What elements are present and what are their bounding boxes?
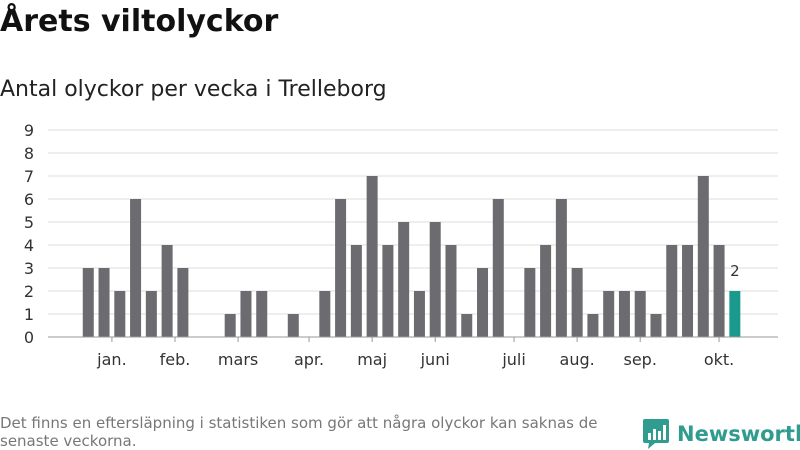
bar — [287, 314, 299, 337]
bar — [319, 291, 331, 337]
x-tick-label: aug. — [560, 350, 595, 369]
bar — [634, 291, 646, 337]
bar — [366, 176, 378, 337]
y-tick-label: 0 — [24, 328, 34, 347]
bar — [114, 291, 126, 337]
newsworthy-logo-icon — [643, 419, 669, 449]
bar — [398, 222, 410, 337]
footnote: Det finns en eftersläpning i statistiken… — [0, 414, 598, 450]
bar — [429, 222, 441, 337]
bar — [682, 245, 694, 337]
x-tick-label: mars — [218, 350, 258, 369]
bar — [224, 314, 236, 337]
y-tick-label: 6 — [24, 190, 34, 209]
x-tick-label: juni — [420, 350, 450, 369]
bar — [603, 291, 615, 337]
bar — [555, 199, 567, 337]
bar — [256, 291, 268, 337]
y-tick-label: 3 — [24, 259, 34, 278]
bar — [492, 199, 504, 337]
bar — [650, 314, 662, 337]
bar — [697, 176, 709, 337]
bar — [161, 245, 173, 337]
x-tick-label: juli — [501, 350, 525, 369]
y-tick-label: 5 — [24, 213, 34, 232]
data-label: 2 — [730, 262, 740, 280]
bar — [177, 268, 189, 337]
x-tick-label: feb. — [160, 350, 191, 369]
y-tick-label: 8 — [24, 144, 34, 163]
bar — [130, 199, 142, 337]
bar — [540, 245, 552, 337]
chart-title: Årets viltolyckor — [0, 4, 279, 39]
bar — [413, 291, 425, 337]
bar-chart: 0 1 2 3 4 5 6 7 8 9 2 jan. feb. mars apr. maj juni juli au… — [24, 121, 778, 369]
bar — [618, 291, 630, 337]
bar — [145, 291, 157, 337]
bar — [587, 314, 599, 337]
y-tick-label: 7 — [24, 167, 34, 186]
bar — [445, 245, 457, 337]
y-tick-label: 1 — [24, 305, 34, 324]
bar — [82, 268, 94, 337]
x-tick-label: sep. — [624, 350, 657, 369]
y-tick-label: 2 — [24, 282, 34, 301]
bar — [571, 268, 583, 337]
brand[interactable]: Newsworthy — [643, 419, 800, 449]
brand-name: Newsworthy — [677, 422, 800, 446]
bar — [713, 245, 725, 337]
x-tick-label: jan. — [96, 350, 126, 369]
chart-subtitle: Antal olyckor per vecka i Trelleborg — [0, 77, 387, 102]
bar — [461, 314, 473, 337]
bar — [350, 245, 362, 337]
bar — [240, 291, 252, 337]
y-tick-label: 4 — [24, 236, 34, 255]
bar — [335, 199, 347, 337]
bar — [666, 245, 678, 337]
y-tick-label: 9 — [24, 121, 34, 140]
bar — [729, 291, 741, 337]
bar — [382, 245, 394, 337]
bar — [98, 268, 110, 337]
bar — [524, 268, 536, 337]
x-tick-label: apr. — [294, 350, 324, 369]
x-tick-label: maj — [357, 350, 387, 369]
x-tick-label: okt. — [704, 350, 734, 369]
bar — [477, 268, 489, 337]
